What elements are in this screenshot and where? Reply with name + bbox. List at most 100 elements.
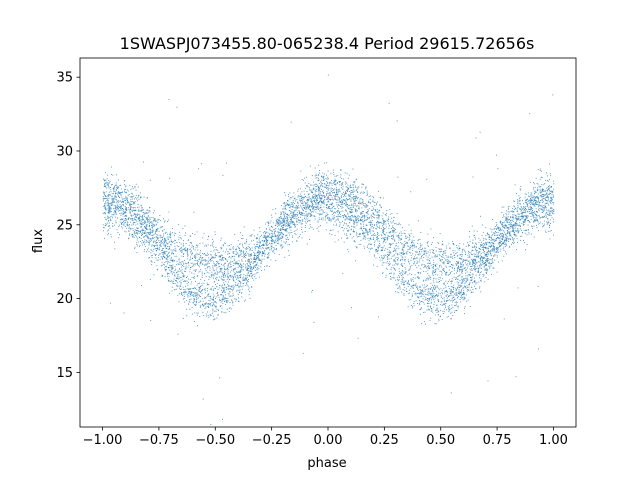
data-point xyxy=(483,247,485,248)
data-point xyxy=(445,245,447,247)
data-point xyxy=(376,265,378,267)
data-point xyxy=(547,198,549,200)
data-point xyxy=(334,197,336,199)
data-point xyxy=(532,213,533,215)
data-point xyxy=(197,260,199,261)
data-point xyxy=(146,223,148,225)
data-point xyxy=(290,219,292,221)
data-point xyxy=(144,243,146,245)
data-point xyxy=(433,299,435,300)
data-point xyxy=(508,227,510,229)
data-point xyxy=(152,234,154,236)
data-point xyxy=(126,200,128,202)
data-point xyxy=(275,228,277,229)
data-point xyxy=(419,257,421,259)
data-point xyxy=(179,242,181,244)
data-point xyxy=(339,176,341,178)
data-point xyxy=(194,257,196,258)
data-point xyxy=(281,217,282,219)
data-point xyxy=(193,278,195,280)
data-point xyxy=(113,189,115,190)
data-point xyxy=(304,187,306,189)
data-point xyxy=(525,217,527,219)
data-point xyxy=(385,226,387,228)
data-point xyxy=(221,255,223,257)
data-point xyxy=(462,280,464,282)
data-point xyxy=(229,307,231,309)
data-point xyxy=(224,243,226,244)
data-point xyxy=(484,269,486,271)
data-point xyxy=(215,296,217,298)
data-point xyxy=(324,219,326,221)
data-point xyxy=(442,282,444,284)
data-point xyxy=(469,252,471,253)
data-point xyxy=(292,205,294,207)
data-point xyxy=(403,294,405,296)
data-point xyxy=(288,195,290,197)
data-point xyxy=(427,265,429,267)
data-point xyxy=(401,264,403,266)
data-point xyxy=(193,211,195,213)
data-point xyxy=(250,266,252,268)
data-point xyxy=(511,227,513,228)
data-point xyxy=(219,271,221,273)
data-point xyxy=(222,175,224,176)
data-point xyxy=(340,195,342,197)
data-point xyxy=(296,224,298,225)
data-point xyxy=(128,209,130,211)
data-point xyxy=(524,219,525,221)
data-point xyxy=(389,232,390,234)
data-point xyxy=(373,227,375,229)
data-point xyxy=(460,301,462,303)
data-point xyxy=(344,214,345,216)
data-point xyxy=(340,206,341,207)
data-point xyxy=(524,211,525,213)
data-point xyxy=(128,227,130,229)
data-point xyxy=(442,313,444,314)
data-point xyxy=(410,245,412,246)
data-point xyxy=(389,251,391,253)
data-point xyxy=(362,211,364,212)
data-point xyxy=(272,222,274,224)
data-point xyxy=(398,239,400,241)
data-point xyxy=(542,207,544,209)
data-point xyxy=(448,295,450,297)
data-point xyxy=(332,216,334,218)
data-point xyxy=(502,226,504,228)
data-point xyxy=(230,295,232,297)
data-point xyxy=(282,245,284,247)
data-point xyxy=(218,256,220,258)
data-point xyxy=(383,245,385,247)
data-point xyxy=(360,211,362,213)
data-point xyxy=(513,210,515,212)
data-point xyxy=(422,280,424,282)
data-point xyxy=(351,216,353,218)
data-point xyxy=(127,190,129,192)
data-point xyxy=(390,278,392,280)
data-point xyxy=(440,315,442,317)
data-point xyxy=(103,198,105,200)
data-point xyxy=(396,213,398,215)
data-point xyxy=(106,222,108,224)
data-point xyxy=(105,186,106,188)
data-point xyxy=(140,231,142,233)
data-point xyxy=(355,196,357,197)
data-point xyxy=(316,203,318,205)
data-point xyxy=(337,191,339,193)
data-point xyxy=(383,222,385,223)
data-point xyxy=(444,290,446,292)
data-point xyxy=(120,192,122,194)
data-point xyxy=(423,267,425,268)
data-point xyxy=(115,210,116,212)
data-point xyxy=(545,206,547,208)
data-point xyxy=(522,221,524,223)
data-point xyxy=(444,292,446,294)
data-point xyxy=(137,227,138,229)
data-point xyxy=(289,196,291,198)
data-point xyxy=(350,215,351,217)
data-point xyxy=(110,218,111,220)
data-point xyxy=(513,232,515,234)
data-point xyxy=(192,265,194,267)
data-point xyxy=(512,240,514,242)
data-point xyxy=(334,198,336,200)
